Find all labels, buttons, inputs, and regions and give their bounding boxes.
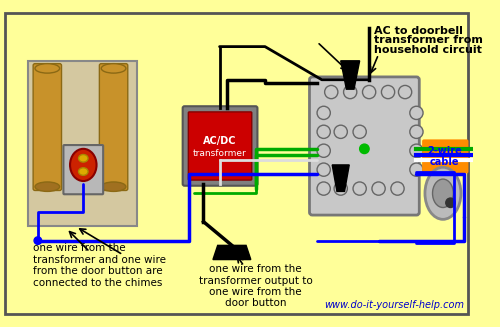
Circle shape	[391, 182, 404, 195]
FancyBboxPatch shape	[28, 61, 137, 226]
Circle shape	[360, 144, 369, 154]
Text: from the door button are: from the door button are	[33, 266, 163, 276]
Circle shape	[334, 125, 347, 138]
Text: transformer: transformer	[193, 149, 247, 158]
Text: connected to the chimes: connected to the chimes	[33, 278, 162, 287]
Text: one wire from the: one wire from the	[209, 287, 302, 297]
Circle shape	[362, 85, 376, 99]
Circle shape	[324, 85, 338, 99]
Ellipse shape	[102, 64, 126, 73]
FancyBboxPatch shape	[182, 106, 258, 186]
FancyBboxPatch shape	[33, 64, 62, 190]
Circle shape	[317, 125, 330, 138]
FancyBboxPatch shape	[310, 77, 420, 215]
Circle shape	[372, 182, 385, 195]
Ellipse shape	[70, 149, 96, 181]
FancyBboxPatch shape	[422, 139, 469, 173]
Polygon shape	[213, 245, 251, 260]
Ellipse shape	[35, 64, 59, 73]
Text: household circuit: household circuit	[374, 45, 482, 55]
Circle shape	[410, 163, 423, 176]
Circle shape	[317, 163, 330, 176]
FancyBboxPatch shape	[100, 64, 128, 190]
Circle shape	[334, 182, 347, 195]
FancyBboxPatch shape	[188, 112, 252, 180]
Circle shape	[317, 182, 330, 195]
Polygon shape	[340, 61, 359, 89]
Circle shape	[34, 237, 42, 244]
Circle shape	[353, 125, 366, 138]
Circle shape	[353, 182, 366, 195]
Text: transformer from: transformer from	[374, 35, 482, 45]
FancyBboxPatch shape	[64, 145, 103, 194]
Polygon shape	[332, 165, 349, 191]
Circle shape	[382, 85, 394, 99]
Text: AC/DC: AC/DC	[204, 136, 237, 146]
FancyBboxPatch shape	[4, 13, 468, 314]
Text: www.do-it-yourself-help.com: www.do-it-yourself-help.com	[324, 300, 464, 310]
Circle shape	[410, 106, 423, 119]
Text: transformer and one wire: transformer and one wire	[33, 255, 166, 265]
Ellipse shape	[78, 168, 88, 175]
Text: door button: door button	[225, 298, 286, 308]
Circle shape	[410, 125, 423, 138]
Ellipse shape	[35, 182, 59, 191]
Text: one wire from the: one wire from the	[209, 264, 302, 274]
Text: one wire from the: one wire from the	[33, 244, 126, 253]
Text: 2-wire
cable: 2-wire cable	[428, 146, 462, 167]
Ellipse shape	[425, 167, 461, 219]
Circle shape	[317, 106, 330, 119]
Circle shape	[410, 144, 423, 157]
Text: AC to doorbell: AC to doorbell	[374, 26, 462, 36]
Text: transformer output to: transformer output to	[198, 276, 312, 286]
Circle shape	[398, 85, 411, 99]
Ellipse shape	[78, 155, 88, 162]
Ellipse shape	[432, 179, 454, 208]
Circle shape	[446, 198, 455, 208]
Ellipse shape	[102, 182, 126, 191]
Circle shape	[317, 144, 330, 157]
Circle shape	[344, 85, 357, 99]
